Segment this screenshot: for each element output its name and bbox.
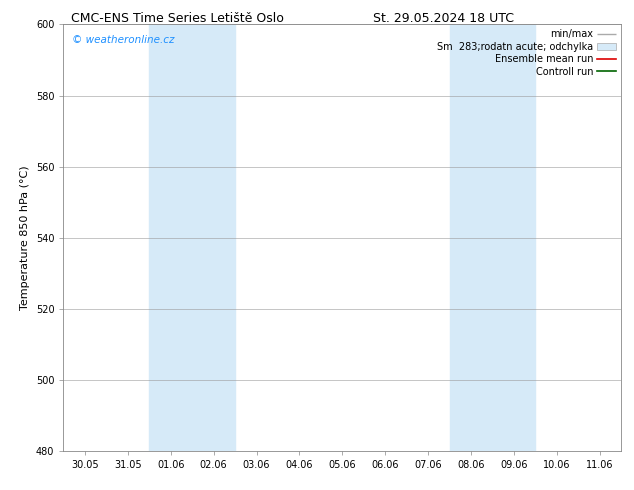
Text: © weatheronline.cz: © weatheronline.cz — [72, 35, 174, 45]
Bar — [450, 24, 536, 451]
Text: CMC-ENS Time Series Letiště Oslo: CMC-ENS Time Series Letiště Oslo — [71, 12, 284, 25]
Legend: min/max, Sm  283;rodatn acute; odchylka, Ensemble mean run, Controll run: min/max, Sm 283;rodatn acute; odchylka, … — [435, 27, 618, 78]
Bar — [149, 24, 235, 451]
Text: St. 29.05.2024 18 UTC: St. 29.05.2024 18 UTC — [373, 12, 514, 25]
Y-axis label: Temperature 850 hPa (°C): Temperature 850 hPa (°C) — [20, 165, 30, 310]
